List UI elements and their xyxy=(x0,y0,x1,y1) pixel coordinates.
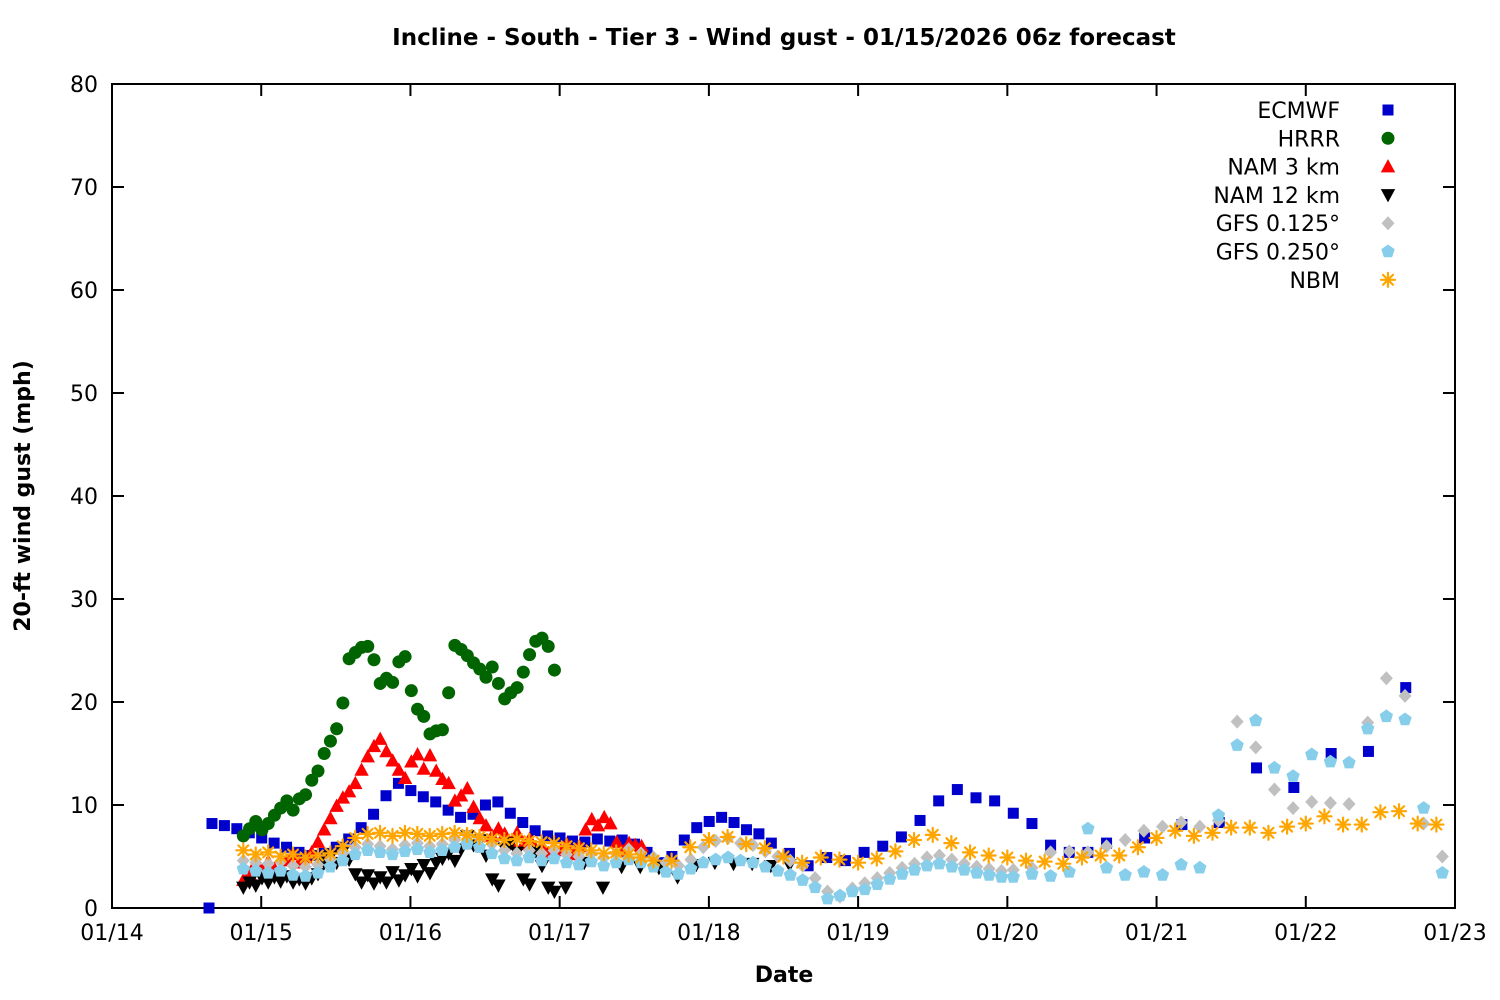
y-tick-label: 40 xyxy=(70,485,98,510)
legend-item-label: GFS 0.125° xyxy=(1216,212,1340,237)
legend-item-ecmwf: ECMWF xyxy=(1257,99,1394,124)
legend-item-label: ECMWF xyxy=(1257,99,1340,124)
x-tick-label: 01/17 xyxy=(528,921,591,946)
y-tick-label: 60 xyxy=(70,279,98,304)
x-tick-label: 01/22 xyxy=(1274,921,1337,946)
x-tick-label: 01/16 xyxy=(379,921,442,946)
legend-item-gfs-0-125: GFS 0.125° xyxy=(1216,212,1395,237)
legend-item-nam-3-km: NAM 3 km xyxy=(1227,156,1396,181)
legend-item-label: NBM xyxy=(1289,269,1340,294)
y-tick-label: 20 xyxy=(70,691,98,716)
legend-item-gfs-0-250: GFS 0.250° xyxy=(1216,241,1395,266)
legend-item-label: HRRR xyxy=(1278,127,1340,152)
x-tick-label: 01/18 xyxy=(677,921,740,946)
y-tick-label: 70 xyxy=(70,176,98,201)
y-tick-label: 10 xyxy=(70,794,98,819)
legend-item-nbm: NBM xyxy=(1289,269,1397,294)
plot-area: 01/14 01/15 01/16 01/17 01/18 01/19 01/20 01/21… xyxy=(70,73,1487,946)
legend-item-hrrr: HRRR xyxy=(1278,127,1395,152)
legend-item-nam-12-km: NAM 12 km xyxy=(1213,184,1396,209)
x-tick-label: 01/14 xyxy=(80,921,143,946)
x-tick-label: 01/20 xyxy=(976,921,1039,946)
legend: ECMWF HRRR NAM 3 km NAM 12 km GFS 0.125° GFS … xyxy=(1213,99,1397,294)
x-tick-label: 01/21 xyxy=(1125,921,1188,946)
series-nbm xyxy=(235,803,1445,872)
y-tick-label: 0 xyxy=(84,897,98,922)
legend-item-label: GFS 0.250° xyxy=(1216,241,1340,266)
x-tick-label: 01/19 xyxy=(826,921,889,946)
chart-title: Incline - South - Tier 3 - Wind gust - 0… xyxy=(392,25,1176,51)
x-tick-label: 01/23 xyxy=(1423,921,1486,946)
legend-item-label: NAM 12 km xyxy=(1213,184,1340,209)
y-tick-label: 80 xyxy=(70,73,98,98)
legend-item-label: NAM 3 km xyxy=(1227,156,1340,181)
x-axis-label: Date xyxy=(755,963,814,988)
x-tick-label: 01/15 xyxy=(230,921,293,946)
y-tick-label: 50 xyxy=(70,382,98,407)
series-hrrr xyxy=(236,631,561,843)
y-tick-label: 30 xyxy=(70,588,98,613)
y-axis-label: 20-ft wind gust (mph) xyxy=(11,360,36,632)
